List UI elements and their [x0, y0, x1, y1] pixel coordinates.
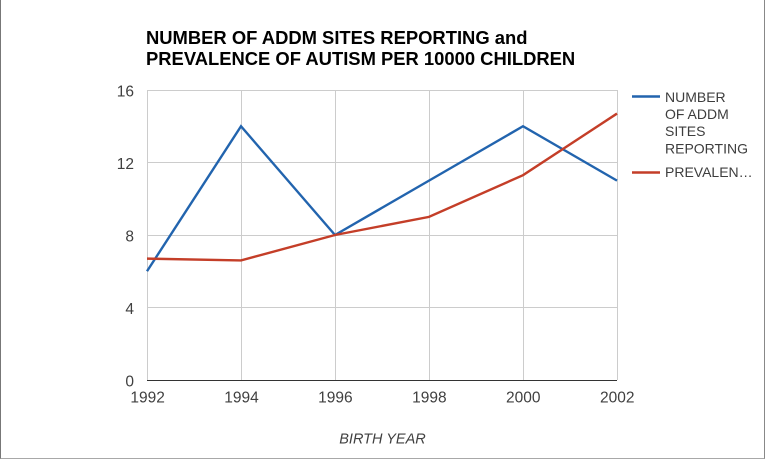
svg-text:REPORTING: REPORTING: [665, 140, 748, 156]
svg-text:1996: 1996: [318, 390, 352, 407]
svg-text:8: 8: [125, 228, 134, 245]
svg-text:16: 16: [117, 83, 134, 100]
svg-text:2002: 2002: [600, 390, 634, 407]
svg-text:2000: 2000: [506, 390, 541, 407]
svg-text:1994: 1994: [224, 390, 259, 407]
svg-text:0: 0: [125, 373, 134, 390]
svg-text:4: 4: [125, 301, 134, 318]
svg-text:SITES: SITES: [665, 123, 705, 139]
svg-text:OF ADDM: OF ADDM: [665, 106, 729, 122]
svg-text:NUMBER: NUMBER: [665, 89, 726, 105]
svg-text:PREVALEN…: PREVALEN…: [665, 164, 753, 180]
svg-text:BIRTH YEAR: BIRTH YEAR: [339, 432, 426, 448]
svg-text:12: 12: [117, 156, 134, 173]
svg-text:1998: 1998: [412, 390, 446, 407]
svg-text:1992: 1992: [130, 390, 164, 407]
